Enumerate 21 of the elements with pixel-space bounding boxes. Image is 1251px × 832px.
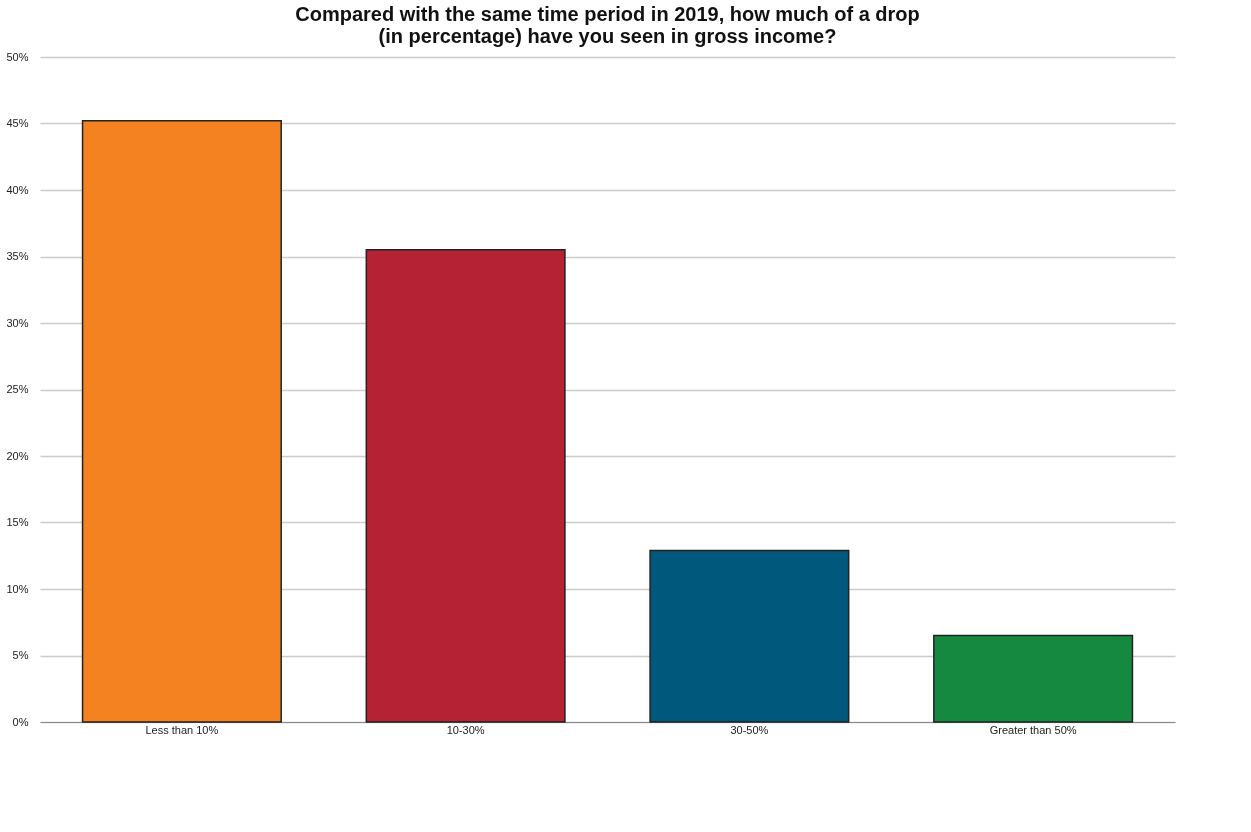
y-tick-label: 30% xyxy=(6,316,29,329)
y-tick-label: 35% xyxy=(6,250,29,262)
text: Compared with the same time period in 2019, how much of a drop xyxy=(295,3,920,25)
x-tick-label: Less than 10% xyxy=(145,723,219,736)
bar xyxy=(365,249,566,723)
bar xyxy=(81,120,282,723)
x-tick-label: 30-50% xyxy=(730,723,769,736)
y-tick-label: 10% xyxy=(6,582,29,595)
y-tick-label: 0% xyxy=(12,715,29,728)
text: (in percentage) have you seen in gross income? xyxy=(378,25,837,47)
y-tick-label: 50% xyxy=(6,50,29,63)
x-tick-label: Greater than 50% xyxy=(989,723,1077,736)
y-tick-label: 15% xyxy=(6,516,29,528)
y-tick-label: 40% xyxy=(6,183,29,196)
bar xyxy=(649,549,850,723)
y-tick-label: 5% xyxy=(12,649,29,661)
bar xyxy=(933,634,1134,723)
x-tick-label: 10-30% xyxy=(446,723,485,736)
y-tick-label: 20% xyxy=(6,449,29,462)
y-tick-label: 45% xyxy=(6,117,29,129)
y-tick-label: 25% xyxy=(6,383,29,395)
